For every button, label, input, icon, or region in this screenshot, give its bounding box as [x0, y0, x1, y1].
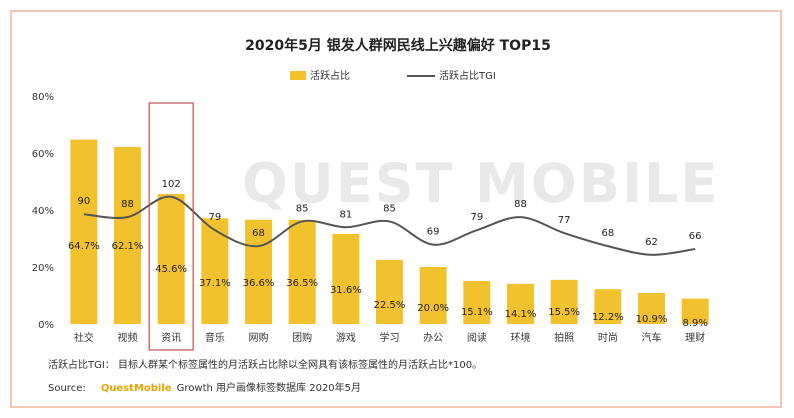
tgi-value-label: 68: [601, 228, 614, 239]
bar: [332, 233, 360, 324]
category-label: 团购: [292, 331, 312, 344]
legend: 活跃占比 活跃占比TGI: [290, 69, 496, 82]
bar: [463, 280, 491, 324]
tgi-value-label: 85: [296, 203, 309, 214]
tgi-value-label: 62: [645, 237, 658, 248]
watermark: QUEST MOBILE: [242, 152, 719, 215]
tgi-line-group: 90 88 102 79 68 85 81 85 69 79 88 77 68 62 66: [77, 179, 702, 256]
tgi-value-label: 102: [162, 179, 181, 190]
tgi-value-label: 85: [383, 203, 396, 214]
category-label: 时尚: [598, 331, 618, 344]
tgi-value-label: 66: [689, 231, 702, 242]
bar-value-label: 45.6%: [155, 264, 187, 275]
bar-value-label: 31.6%: [330, 285, 362, 296]
category-label: 阅读: [467, 331, 487, 344]
category-label: 音乐: [205, 331, 225, 344]
bar: [245, 219, 272, 324]
chart-svg: QUEST MOBILE 2020年5月 银发人群网民线上兴趣偏好 TOP15 …: [32, 37, 719, 395]
bar: [507, 283, 534, 324]
bar-value-label: 20.0%: [417, 303, 449, 314]
source-rest: Growth 用户画像标签数据库 2020年5月: [177, 381, 361, 394]
bar: [201, 218, 229, 324]
bar: [376, 259, 403, 324]
bar-value-label: 14.1%: [505, 309, 537, 320]
source-line: Source: QuestMobile Growth 用户画像标签数据库 202…: [48, 376, 361, 395]
bar: [594, 289, 622, 324]
category-label: 拍照: [554, 331, 574, 344]
bar: [681, 298, 709, 324]
category-label: 理财: [685, 331, 705, 344]
chart-frame: QUEST MOBILE 2020年5月 银发人群网民线上兴趣偏好 TOP15 …: [10, 10, 782, 408]
category-label: 办公: [423, 331, 443, 344]
bar: [157, 194, 185, 324]
category-label: 汽车: [642, 331, 662, 344]
bar-value-label: 37.1%: [199, 278, 231, 289]
bar: [419, 267, 447, 324]
bar-value-label: 62.1%: [112, 241, 144, 252]
source-label: Source:: [48, 383, 86, 394]
bar: [114, 147, 141, 324]
bars: [70, 139, 709, 324]
legend-bar-swatch: [290, 71, 306, 80]
category-labels: 社交 视频 资讯 音乐 网购 团购 游戏 学习 办公 阅读 环境 拍照 时尚 汽车 理财: [74, 331, 705, 344]
category-label: 视频: [118, 331, 138, 344]
y-tick-label: 0%: [38, 320, 54, 331]
highlight-box: [148, 102, 194, 351]
bar-value-label: 36.6%: [243, 278, 275, 289]
bar-value-label: 10.9%: [636, 314, 668, 325]
source-brand: QuestMobile: [101, 383, 172, 394]
bar: [70, 139, 98, 324]
y-tick-label: 20%: [32, 263, 54, 274]
category-label: 社交: [74, 331, 94, 344]
tgi-value-label: 88: [514, 199, 527, 210]
tgi-line: [83, 195, 696, 256]
y-tick-label: 60%: [32, 149, 54, 160]
y-axis: 0% 20% 40% 60% 80%: [32, 92, 54, 331]
category-label: 游戏: [336, 331, 356, 344]
bar: [550, 279, 578, 324]
legend-line-label: 活跃占比TGI: [439, 69, 496, 82]
chart-title: 2020年5月 银发人群网民线上兴趣偏好 TOP15: [245, 37, 551, 54]
tgi-value-label: 88: [121, 199, 134, 210]
bar: [288, 219, 316, 324]
tgi-value-label: 69: [427, 227, 440, 238]
category-label: 资讯: [161, 332, 181, 344]
category-label: 网购: [249, 331, 269, 344]
category-label: 环境: [511, 331, 531, 344]
bar-value-label: 36.5%: [286, 278, 318, 289]
tgi-value-label: 77: [558, 215, 571, 226]
bar-value-label: 64.7%: [68, 241, 100, 252]
tgi-value-label: 81: [339, 209, 352, 220]
bar-value-label: 12.2%: [592, 312, 624, 323]
tgi-value-label: 90: [77, 196, 90, 207]
bar-value-label: 8.9%: [682, 318, 707, 329]
legend-bar-label: 活跃占比: [310, 69, 350, 82]
bar: [638, 292, 665, 324]
tgi-value-label: 68: [252, 228, 265, 239]
tgi-value-label: 79: [470, 212, 483, 223]
bar-value-label: 15.1%: [461, 307, 493, 318]
tgi-value-label: 79: [208, 212, 221, 223]
bar-value-labels: 64.7% 62.1% 45.6% 37.1% 36.6% 36.5% 31.6% 22.5%…: [68, 241, 708, 329]
bar-value-label: 15.5%: [548, 307, 580, 318]
y-tick-label: 40%: [32, 206, 54, 217]
tgi-note: 活跃占比TGI： 目标人群某个标签属性的月活跃占比除以全网具有该标签属性的月活跃…: [48, 358, 482, 371]
y-tick-label: 80%: [32, 92, 54, 103]
category-label: 学习: [380, 331, 400, 344]
bar-value-label: 22.5%: [374, 300, 406, 311]
